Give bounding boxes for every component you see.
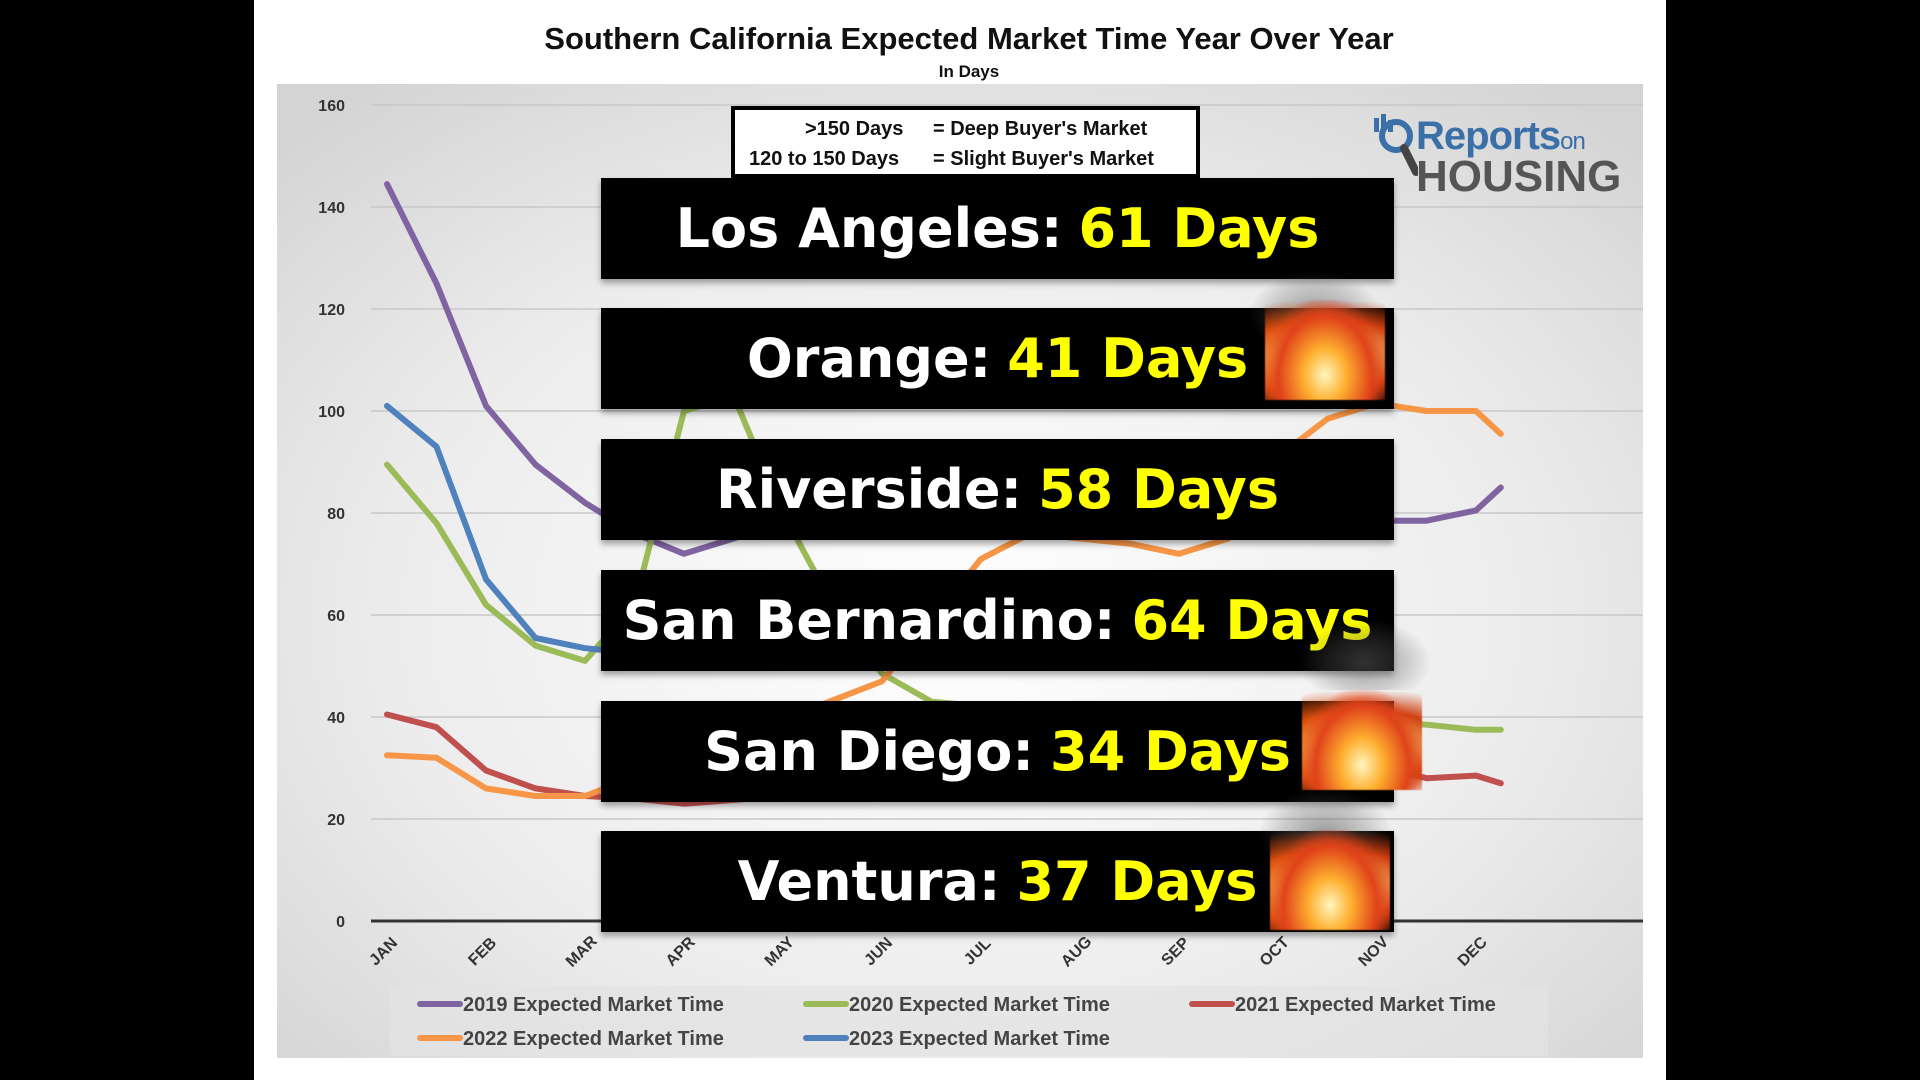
banner-los-angeles: Los Angeles: 61 Days [601, 178, 1394, 279]
logo-housing-text: HOUSING [1416, 152, 1622, 201]
key-range-deep: >150 Days [805, 118, 904, 140]
series-line-2 [384, 711, 1504, 807]
key-meaning-slight: = Slight Buyer's Market [933, 148, 1154, 170]
magnifier-logo-icon [1374, 114, 1418, 176]
banner-days-value: 37 Days [1016, 850, 1258, 913]
key-range-slight: 120 to 150 Days [749, 148, 900, 170]
fire-icon [1265, 300, 1385, 400]
banner-days-value: 41 Days [1007, 327, 1249, 390]
reports-on-housing-logo: Reportson HOUSING [1372, 110, 1621, 201]
fire-icon [1270, 830, 1390, 930]
y-tick-label: 20 [327, 812, 345, 829]
legend-box [390, 986, 1548, 1056]
banner-days-value: 34 Days [1050, 720, 1291, 783]
banner-county-label: Orange: [746, 327, 992, 390]
y-tick-label: 60 [327, 608, 345, 625]
banner-days-value: 58 Days [1038, 458, 1279, 521]
chart-subtitle: In Days [939, 62, 999, 81]
chart-title: Southern California Expected Market Time… [544, 21, 1393, 56]
y-tick-label: 80 [327, 506, 345, 523]
y-tick-label: 40 [327, 710, 345, 727]
legend-label: 2019 Expected Market Time [463, 994, 724, 1016]
legend-label: 2020 Expected Market Time [849, 994, 1110, 1016]
banner-riverside: Riverside: 58 Days [601, 439, 1394, 540]
banner-orange: Orange: 41 Days [601, 308, 1394, 409]
y-tick-label: 0 [336, 914, 345, 931]
y-tick-label: 120 [318, 302, 345, 319]
market-key-box: >150 Days = Deep Buyer's Market 120 to 1… [731, 106, 1200, 178]
fire-icon [1302, 690, 1422, 790]
banner-county-label: Los Angeles: [675, 197, 1063, 260]
banner-san-diego: San Diego: 34 Days [601, 701, 1394, 802]
legend-label: 2023 Expected Market Time [849, 1028, 1110, 1050]
legend-label: 2022 Expected Market Time [463, 1028, 724, 1050]
y-tick-label: 140 [318, 200, 345, 217]
banner-county-label: Ventura: [737, 850, 1001, 913]
banner-county-label: San Diego: [704, 720, 1034, 783]
banner-county-label: San Bernardino: [622, 589, 1116, 652]
y-tick-label: 100 [318, 404, 345, 421]
key-meaning-deep: = Deep Buyer's Market [933, 118, 1148, 140]
legend-label: 2021 Expected Market Time [1235, 994, 1496, 1016]
y-tick-label: 160 [318, 98, 345, 115]
banner-san-bernardino: San Bernardino: 64 Days [601, 570, 1394, 671]
logo-reports-text: Reportson [1416, 114, 1586, 158]
smoke-icon [1300, 620, 1430, 690]
series-line-4 [384, 402, 613, 654]
banner-county-label: Riverside: [716, 458, 1023, 521]
banner-days-value: 61 Days [1078, 197, 1320, 260]
